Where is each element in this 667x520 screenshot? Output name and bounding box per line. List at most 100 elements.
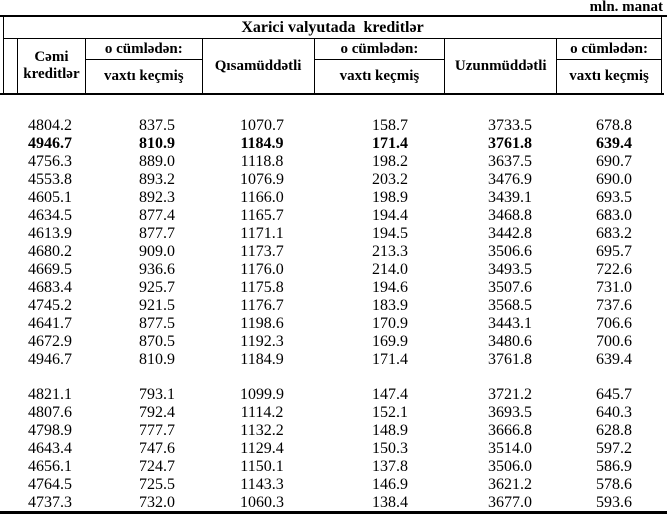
table-cell: 150.3	[372, 440, 408, 457]
table-header: Xarici valyutada kreditlər Cəmi kreditlə…	[3, 17, 662, 93]
table-cell: 3506.0	[488, 458, 532, 475]
table-cell: 639.4	[596, 351, 632, 368]
table-cell: 146.9	[372, 476, 408, 493]
table-row: 4641.7 877.5 1198.6 170.9 3443.1 706.6	[0, 315, 667, 333]
table-cell: 936.6	[139, 261, 175, 278]
table-cell: 640.3	[596, 404, 632, 421]
table-cell: 645.7	[596, 386, 632, 403]
table-row: 4764.5 725.5 1143.3 146.9 3621.2 578.6	[0, 476, 667, 494]
table-row: 4756.3 889.0 1118.8 198.2 3637.5 690.7	[0, 153, 667, 171]
subheader-row: Cəmi kreditlər o cümlədən: vaxtı keçmiş …	[4, 39, 661, 93]
table-cell: 593.6	[596, 494, 632, 511]
table-cell: 198.2	[372, 153, 408, 170]
table-cell: 1150.1	[240, 458, 284, 475]
table-cell: 3514.0	[488, 440, 532, 457]
table-row: 4946.7 810.9 1184.9 171.4 3761.8 639.4	[0, 135, 667, 153]
table-row: 4683.4 925.7 1175.8 194.6 3507.6 731.0	[0, 279, 667, 297]
table-cell: 4553.8	[28, 171, 72, 188]
table-cell: 138.4	[372, 494, 408, 511]
table-cell: 877.7	[139, 225, 175, 242]
table-row: 4821.1 793.1 1099.9 147.4 3721.2 645.7	[0, 386, 667, 404]
table-cell: 690.7	[596, 153, 632, 170]
table-cell: 1166.0	[240, 189, 284, 206]
table-cell: 152.1	[372, 404, 408, 421]
table-cell: 877.4	[139, 207, 175, 224]
table-cell: 706.6	[596, 315, 632, 332]
table-cell: 1175.8	[240, 279, 284, 296]
table-cell: 213.3	[372, 243, 408, 260]
table-cell: 1165.7	[240, 207, 284, 224]
data-block-1: 4804.2 837.5 1070.7 158.7 3733.5 678.8 4946.7 8…	[0, 117, 667, 369]
table-cell: 1176.0	[240, 261, 284, 278]
table-cell: 693.5	[596, 189, 632, 206]
table-cell: 194.6	[372, 279, 408, 296]
table-cell: 1198.6	[240, 315, 284, 332]
table-cell: 695.7	[596, 243, 632, 260]
table-cell: 1060.3	[240, 494, 284, 511]
table-cell: 1143.3	[240, 476, 284, 493]
header-bottom-rule	[0, 93, 664, 95]
table-cell: 4946.7	[28, 135, 72, 152]
table-cell: 578.6	[596, 476, 632, 493]
table-cell: 3621.2	[488, 476, 532, 493]
table-cell: 3677.0	[488, 494, 532, 511]
cutoff-date-column-cell	[4, 39, 18, 93]
table-cell: 147.4	[372, 386, 408, 403]
table-cell: 3476.9	[488, 171, 532, 188]
table-cell: 810.9	[139, 351, 175, 368]
table-cell: 1192.3	[240, 333, 284, 350]
table-cell: 4680.2	[28, 243, 72, 260]
table-cell: 4745.2	[28, 297, 72, 314]
table-cell: 3480.6	[488, 333, 532, 350]
table-cell: 678.8	[596, 117, 632, 134]
table-cell: 148.9	[372, 422, 408, 439]
table-cell: 1114.2	[240, 404, 284, 421]
table-cell: 909.0	[139, 243, 175, 260]
table-cell: 3568.5	[488, 297, 532, 314]
table-cell: 837.5	[139, 117, 175, 134]
table-cell: 732.0	[139, 494, 175, 511]
table-row: 4804.2 837.5 1070.7 158.7 3733.5 678.8	[0, 117, 667, 135]
table-cell: 1176.7	[240, 297, 284, 314]
table-cell: 3666.8	[488, 422, 532, 439]
table-cell: 1184.9	[240, 351, 284, 368]
table-row: 4680.2 909.0 1173.7 213.3 3506.6 695.7	[0, 243, 667, 261]
table-cell: 1171.1	[240, 225, 284, 242]
column-header-short-term: Qısamüddətli	[203, 39, 315, 93]
table-cell: 4764.5	[28, 476, 72, 493]
table-cell: 4756.3	[28, 153, 72, 170]
table-row: 4613.9 877.7 1171.1 194.5 3442.8 683.2	[0, 225, 667, 243]
table-cell: 4821.1	[28, 386, 72, 403]
table-row: 4798.9 777.7 1132.2 148.9 3666.8 628.8	[0, 422, 667, 440]
table-cell: 198.9	[372, 189, 408, 206]
table-row: 4634.5 877.4 1165.7 194.4 3468.8 683.0	[0, 207, 667, 225]
table-cell: 921.5	[139, 297, 175, 314]
table-cell: 3733.5	[488, 117, 532, 134]
table-cell: 4737.3	[28, 494, 72, 511]
table-cell: 793.1	[139, 386, 175, 403]
table-cell: 1118.8	[240, 153, 284, 170]
column-header-overdue: vaxtı keçmiş	[569, 68, 649, 84]
column-header-overdue: vaxtı keçmiş	[104, 68, 184, 84]
column-group-long-term-overdue: o cümlədən: vaxtı keçmiş	[557, 39, 661, 93]
table-cell: 639.4	[596, 135, 632, 152]
table-cell: 3506.6	[488, 243, 532, 260]
table-cell: 737.6	[596, 297, 632, 314]
table-cell: 725.5	[139, 476, 175, 493]
table-cell: 892.3	[139, 189, 175, 206]
table-cell: 194.5	[372, 225, 408, 242]
table-cell: 4605.1	[28, 189, 72, 206]
table-row: 4553.8 893.2 1076.9 203.2 3476.9 690.0	[0, 171, 667, 189]
table-cell: 4656.1	[28, 458, 72, 475]
table-row: 4745.2 921.5 1176.7 183.9 3568.5 737.6	[0, 297, 667, 315]
column-group-short-term-overdue: o cümlədən: vaxtı keçmiş	[314, 39, 446, 93]
table-cell: 170.9	[372, 315, 408, 332]
column-header-total-credits: Cəmi kreditlər	[18, 39, 86, 93]
table-cell: 4804.2	[28, 117, 72, 134]
table-cell: 877.5	[139, 315, 175, 332]
table-cell: 1070.7	[240, 117, 284, 134]
table-cell: 4946.7	[28, 351, 72, 368]
table-cell: 4641.7	[28, 315, 72, 332]
table-bottom-rule	[0, 511, 667, 514]
table-cell: 747.6	[139, 440, 175, 457]
